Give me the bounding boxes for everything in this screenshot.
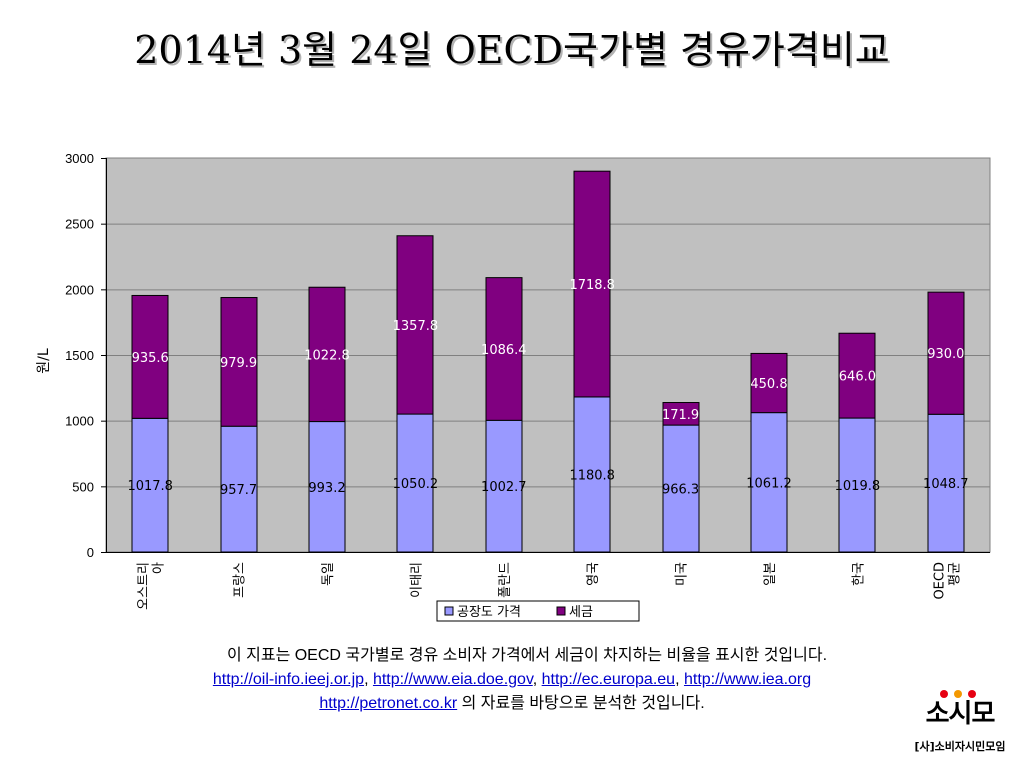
bar-tax	[308, 286, 346, 423]
y-tick-label: 1000	[65, 414, 94, 429]
legend-box	[436, 600, 640, 622]
organization-logo: 소시모 [사]소비자시민모임	[896, 690, 1024, 768]
logo-org-name: [사]소비자시민모임	[914, 740, 1006, 753]
chart-title: 2014년 3월 24일 OECD국가별 경유가격비교	[134, 28, 890, 72]
source-link-petronet[interactable]: http://petronet.co.kr	[319, 695, 458, 712]
x-tick-label: 평균	[947, 562, 962, 586]
bar-tax	[396, 235, 434, 415]
legend-label-tax: 세금	[569, 605, 593, 620]
x-tick-label: 일본	[763, 562, 778, 586]
x-tick-label: OECD	[932, 562, 947, 600]
stacked-bar-chart: 0 500 1000 1500 2000 2500 3000 원/L 1017.8 935.6 9…	[36, 151, 991, 622]
data-label-tax: 1718.8	[569, 278, 615, 293]
y-axis-title: 원/L	[36, 348, 52, 374]
bar-tax	[131, 294, 169, 419]
logo-mark: 소시모	[925, 699, 996, 729]
logo-dot	[940, 690, 948, 698]
source-notes: 이 지표는 OECD 국가별로 경유 소비자 가격에서 세금이 차지하는 비율을…	[0, 644, 1024, 716]
y-tick-label: 3000	[65, 151, 94, 166]
notes-links-line: http://oil-info.ieej.or.jp, http://www.e…	[0, 668, 1024, 692]
legend-swatch-tax	[556, 606, 566, 616]
source-link-ec[interactable]: http://ec.europa.eu	[541, 671, 676, 688]
bar-factory-price	[485, 419, 523, 553]
source-link-eia[interactable]: http://www.eia.doe.gov	[372, 671, 533, 688]
x-tick-label: 오스트리	[137, 562, 152, 610]
data-label-tax: 1357.8	[393, 319, 439, 334]
bar-factory-price	[308, 421, 346, 553]
data-label-tax: 930.0	[927, 347, 964, 362]
data-label-factory-price: 957.7	[220, 483, 257, 498]
legend: 공장도 가격 세금	[436, 600, 640, 622]
source-link-iea[interactable]: http://www.iea.org	[683, 671, 812, 688]
bar-tax	[220, 297, 258, 427]
logo-dot	[968, 690, 976, 698]
x-tick-label: 한국	[851, 562, 866, 586]
data-label-factory-price: 1050.2	[393, 477, 439, 492]
logo-dots	[896, 690, 1024, 700]
bar-factory-price	[662, 424, 700, 553]
notes-suffix: 의 자료를 바탕으로 분석한 것입니다.	[457, 695, 705, 712]
data-label-tax: 935.6	[132, 351, 169, 366]
x-tick-label: 이태리	[409, 562, 424, 598]
y-tick-label: 0	[87, 545, 94, 560]
x-tick-label: 미국	[675, 562, 690, 586]
data-label-tax: 646.0	[839, 370, 876, 385]
bar-tax	[838, 332, 876, 419]
separator: ,	[532, 671, 542, 688]
x-tick-label: 아	[152, 562, 167, 574]
data-label-tax: 1022.8	[304, 348, 350, 363]
x-tick-label: 영국	[586, 562, 601, 586]
bar-factory-price	[573, 396, 611, 553]
bar-factory-price	[131, 417, 169, 553]
logo-dot	[954, 690, 962, 698]
data-label-tax: 1086.4	[481, 343, 527, 358]
separator: ,	[364, 671, 373, 688]
data-label-tax: 979.9	[220, 356, 257, 371]
data-label-factory-price: 1019.8	[835, 479, 881, 494]
y-tick-label: 500	[72, 479, 94, 494]
notes-description: 이 지표는 OECD 국가별로 경유 소비자 가격에서 세금이 차지하는 비율을…	[226, 647, 828, 664]
data-label-factory-price: 1048.7	[923, 477, 969, 492]
y-tick-label: 2500	[65, 217, 94, 232]
source-link-ieej[interactable]: http://oil-info.ieej.or.jp	[212, 671, 365, 688]
bars: 1017.8 935.6 957.7 979.9 993.2 1022.8 1050.2 13…	[127, 170, 969, 553]
legend-swatch-factory-price	[444, 606, 454, 616]
data-label-factory-price: 1180.8	[569, 468, 615, 483]
y-tick-label: 1500	[65, 348, 94, 363]
bar-factory-price	[750, 412, 788, 553]
bar-tax	[485, 277, 523, 421]
legend-label-factory-price: 공장도 가격	[457, 605, 521, 620]
bar-tax	[662, 402, 700, 426]
data-label-factory-price: 1002.7	[481, 480, 527, 495]
notes-source-line: http://petronet.co.kr 의 자료를 바탕으로 분석한 것입니…	[0, 692, 1024, 716]
data-label-factory-price: 1061.2	[746, 476, 792, 491]
bar-factory-price	[838, 417, 876, 553]
x-tick-label: 폴란드	[498, 562, 513, 598]
data-label-factory-price: 1017.8	[127, 479, 173, 494]
y-tick-label: 2000	[65, 282, 94, 297]
bar-tax	[927, 291, 965, 415]
data-label-factory-price: 966.3	[662, 483, 699, 498]
separator: ,	[675, 671, 684, 688]
x-axis-labels: 오스트리 아 프랑스 독일 이태리 폴란드 영국 미국 일본 한국 OECD 평균	[137, 562, 963, 610]
bar-tax	[573, 170, 611, 398]
data-label-tax: 171.9	[662, 408, 699, 423]
data-label-tax: 450.8	[750, 377, 787, 392]
bar-tax	[750, 352, 788, 414]
x-tick-label: 독일	[321, 562, 336, 586]
data-label-factory-price: 993.2	[308, 481, 345, 496]
x-tick-label: 프랑스	[233, 562, 248, 598]
bar-factory-price	[220, 425, 258, 553]
y-axis: 0 500 1000 1500 2000 2500 3000 원/L	[36, 151, 990, 560]
